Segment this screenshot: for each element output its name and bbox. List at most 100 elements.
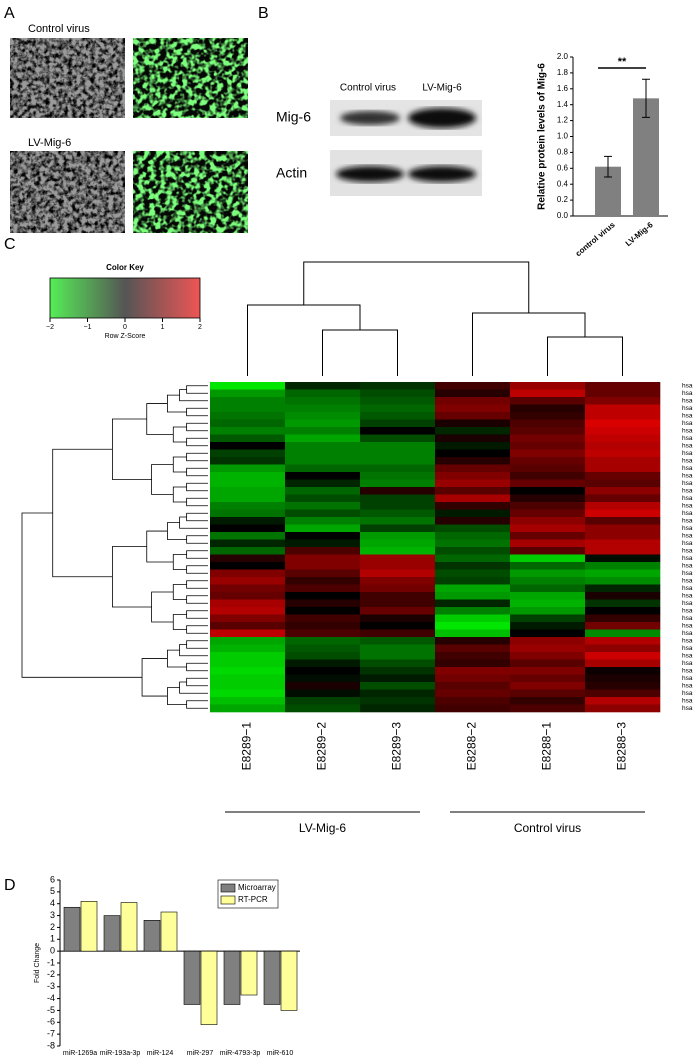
bar (120, 902, 138, 952)
heatmap-cell (510, 637, 586, 645)
row-label: hsa−mir−1915 (682, 382, 693, 389)
heatmap-cell (585, 494, 661, 503)
heatmap-cell (585, 442, 661, 450)
heatmap-cell (435, 584, 511, 593)
row-label: hsa−mir−4669 (682, 397, 693, 404)
y-tick-label: 2.0 (557, 52, 569, 61)
y-tick-label: 1 (50, 934, 55, 944)
heatmap-cell (510, 644, 586, 653)
row-label: hsa−mir−6736 (682, 420, 693, 427)
heatmap-cell (210, 554, 286, 563)
heatmap-cell (285, 419, 361, 428)
heatmap-cell (510, 464, 586, 473)
heatmap-cell (285, 652, 361, 660)
bar (143, 920, 161, 952)
heatmap-cell (435, 659, 511, 668)
blot-band (408, 108, 476, 128)
bar (223, 950, 241, 1005)
heatmap-cell (210, 532, 286, 540)
heatmap-cell (210, 457, 286, 465)
row-label: hsa−mir−1183 (682, 532, 693, 539)
blot-band (408, 166, 476, 182)
heatmap-cell (435, 509, 511, 518)
heatmap-cell (360, 547, 436, 555)
heatmap-cell (285, 629, 361, 638)
heatmap-cell (510, 704, 586, 713)
key-tick-label: −2 (46, 324, 54, 331)
heatmap-cell (585, 622, 661, 630)
row-label: hsa−miR−6807−5p (682, 540, 693, 547)
heatmap-cell (210, 614, 286, 623)
row-label: hsa−mir−595 (682, 667, 693, 674)
heatmap-cell (210, 382, 286, 390)
heatmap-cell (360, 487, 436, 495)
heatmap-cell (210, 517, 286, 525)
heatmap-cell (585, 689, 661, 698)
heatmap-cell (585, 434, 661, 443)
heatmap-cell (510, 652, 586, 660)
heatmap-cell (360, 622, 436, 630)
heatmap-cell (210, 682, 286, 690)
heatmap-cell (360, 389, 436, 398)
heatmap-cell (435, 434, 511, 443)
heatmap-cell (510, 382, 586, 390)
row-label: hsa−miR−6851−5p (682, 585, 693, 592)
heatmap-cell (435, 524, 511, 533)
heatmap-cell (435, 569, 511, 578)
row-label: hsa−miR−3663−5p (682, 427, 693, 434)
heatmap-cell (510, 667, 586, 675)
heatmap-cell (360, 607, 436, 615)
heatmap-cell (285, 569, 361, 578)
heatmap-cell (285, 554, 361, 563)
heatmap-cell (510, 434, 586, 443)
x-tick-label: miR-124 (147, 1050, 174, 1057)
heatmap-cell (435, 622, 511, 630)
heatmap-cell (585, 614, 661, 623)
heatmap-cell (360, 524, 436, 533)
heatmap-cell (210, 697, 286, 705)
heatmap-cell (210, 502, 286, 510)
bar (80, 901, 98, 952)
y-tick-label: -2 (47, 969, 55, 979)
heatmap-cell (435, 547, 511, 555)
heatmap-cell (285, 667, 361, 675)
heatmap-cell (510, 674, 586, 683)
row-label: hsa−mir−1299 (682, 510, 693, 517)
y-axis-label: Relative protein levels of Mig-6 (537, 63, 548, 210)
fluorescence-texture (133, 151, 248, 233)
row-label: hsa−miR−185−3p (682, 525, 693, 532)
heatmap-cell (510, 697, 586, 705)
heatmap-cell (210, 637, 286, 645)
y-tick-label: -4 (47, 993, 55, 1003)
heatmap-cell (585, 652, 661, 660)
heatmap-cell (510, 614, 586, 623)
heatmap-cell (585, 509, 661, 518)
heatmap-cell (285, 599, 361, 608)
panel-label: D (4, 877, 16, 894)
heatmap-cell (585, 667, 661, 675)
heatmap-cell (210, 419, 286, 428)
heatmap-cell (510, 404, 586, 413)
heatmap-cell (360, 539, 436, 548)
heatmap-cell (210, 494, 286, 503)
heatmap-cell (360, 449, 436, 458)
heatmap-cell (435, 577, 511, 585)
heatmap-cell (510, 532, 586, 540)
heatmap-cell (210, 389, 286, 398)
heatmap-cell (285, 674, 361, 683)
heatmap-cell (360, 644, 436, 653)
heatmap-cell (510, 412, 586, 420)
heatmap-cell (510, 487, 586, 495)
heatmap-cell (585, 389, 661, 398)
heatmap-cell (360, 457, 436, 465)
heatmap-cell (510, 622, 586, 630)
heatmap-cell (510, 397, 586, 405)
row-label: hsa−mir−4440 (682, 652, 693, 659)
heatmap-cell (435, 644, 511, 653)
heatmap-cell (585, 449, 661, 458)
heatmap-cell (285, 517, 361, 525)
heatmap-cell (585, 532, 661, 540)
heatmap-cell (285, 397, 361, 405)
color-key (49, 277, 201, 319)
